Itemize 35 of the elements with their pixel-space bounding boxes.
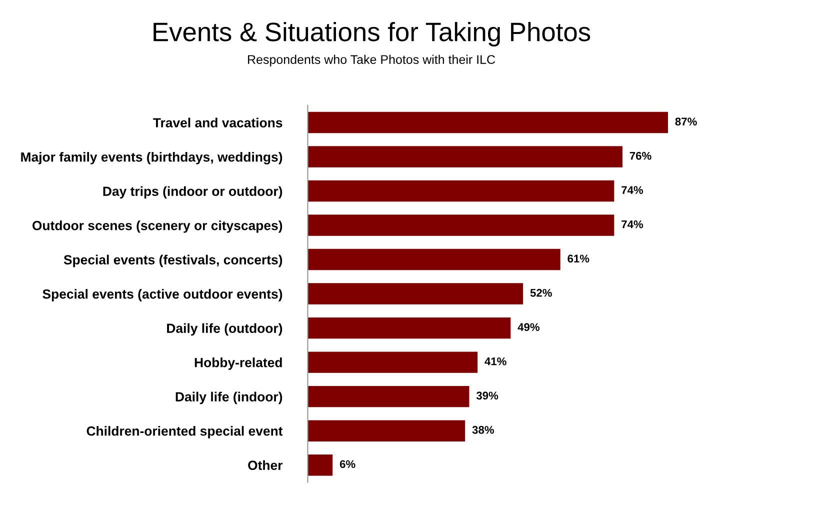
data-label: 49% [518,323,540,332]
chart-title: Events & Situations for Taking Photos [154,22,590,47]
y-tick-label: Other [248,460,283,470]
data-label: 61% [568,254,590,263]
y-tick-label: Special events (festivals, concerts) [64,254,282,268]
chart-subtitle: Respondents who Take Photos with their ILC [248,54,496,66]
bar [308,386,470,408]
data-label: 52% [530,288,552,297]
bar [308,317,511,339]
y-tick-label: Major family events (birthdays, weddings) [21,152,282,164]
bar [308,454,333,476]
data-label: 74% [622,220,644,228]
bar [308,214,614,236]
data-label: 39% [476,392,498,400]
data-label: 87% [675,118,697,126]
y-tick-label: Travel and vacations [153,118,282,128]
data-label: 41% [484,357,506,366]
y-tick-label: Outdoor scenes (scenery or cityscapes) [32,220,282,233]
y-tick-label: Day trips (indoor or outdoor) [103,186,282,199]
y-tick-label: Daily life (indoor) [176,392,282,404]
data-label: 74% [622,186,644,194]
bar [308,146,622,168]
data-label: 38% [472,426,494,434]
bar [308,112,668,134]
bar [308,180,614,202]
bar [308,420,466,442]
data-label: 76% [630,152,652,160]
bar [308,248,560,270]
y-tick-label: Children-oriented special event [86,426,283,438]
data-label: 6% [340,460,356,468]
bar [308,283,524,304]
y-tick-label: Hobby-related [194,358,282,370]
bar [308,352,478,373]
y-tick-label: Daily life (outdoor) [167,323,282,336]
y-tick-label: Special events (active outdoor events) [42,289,282,302]
